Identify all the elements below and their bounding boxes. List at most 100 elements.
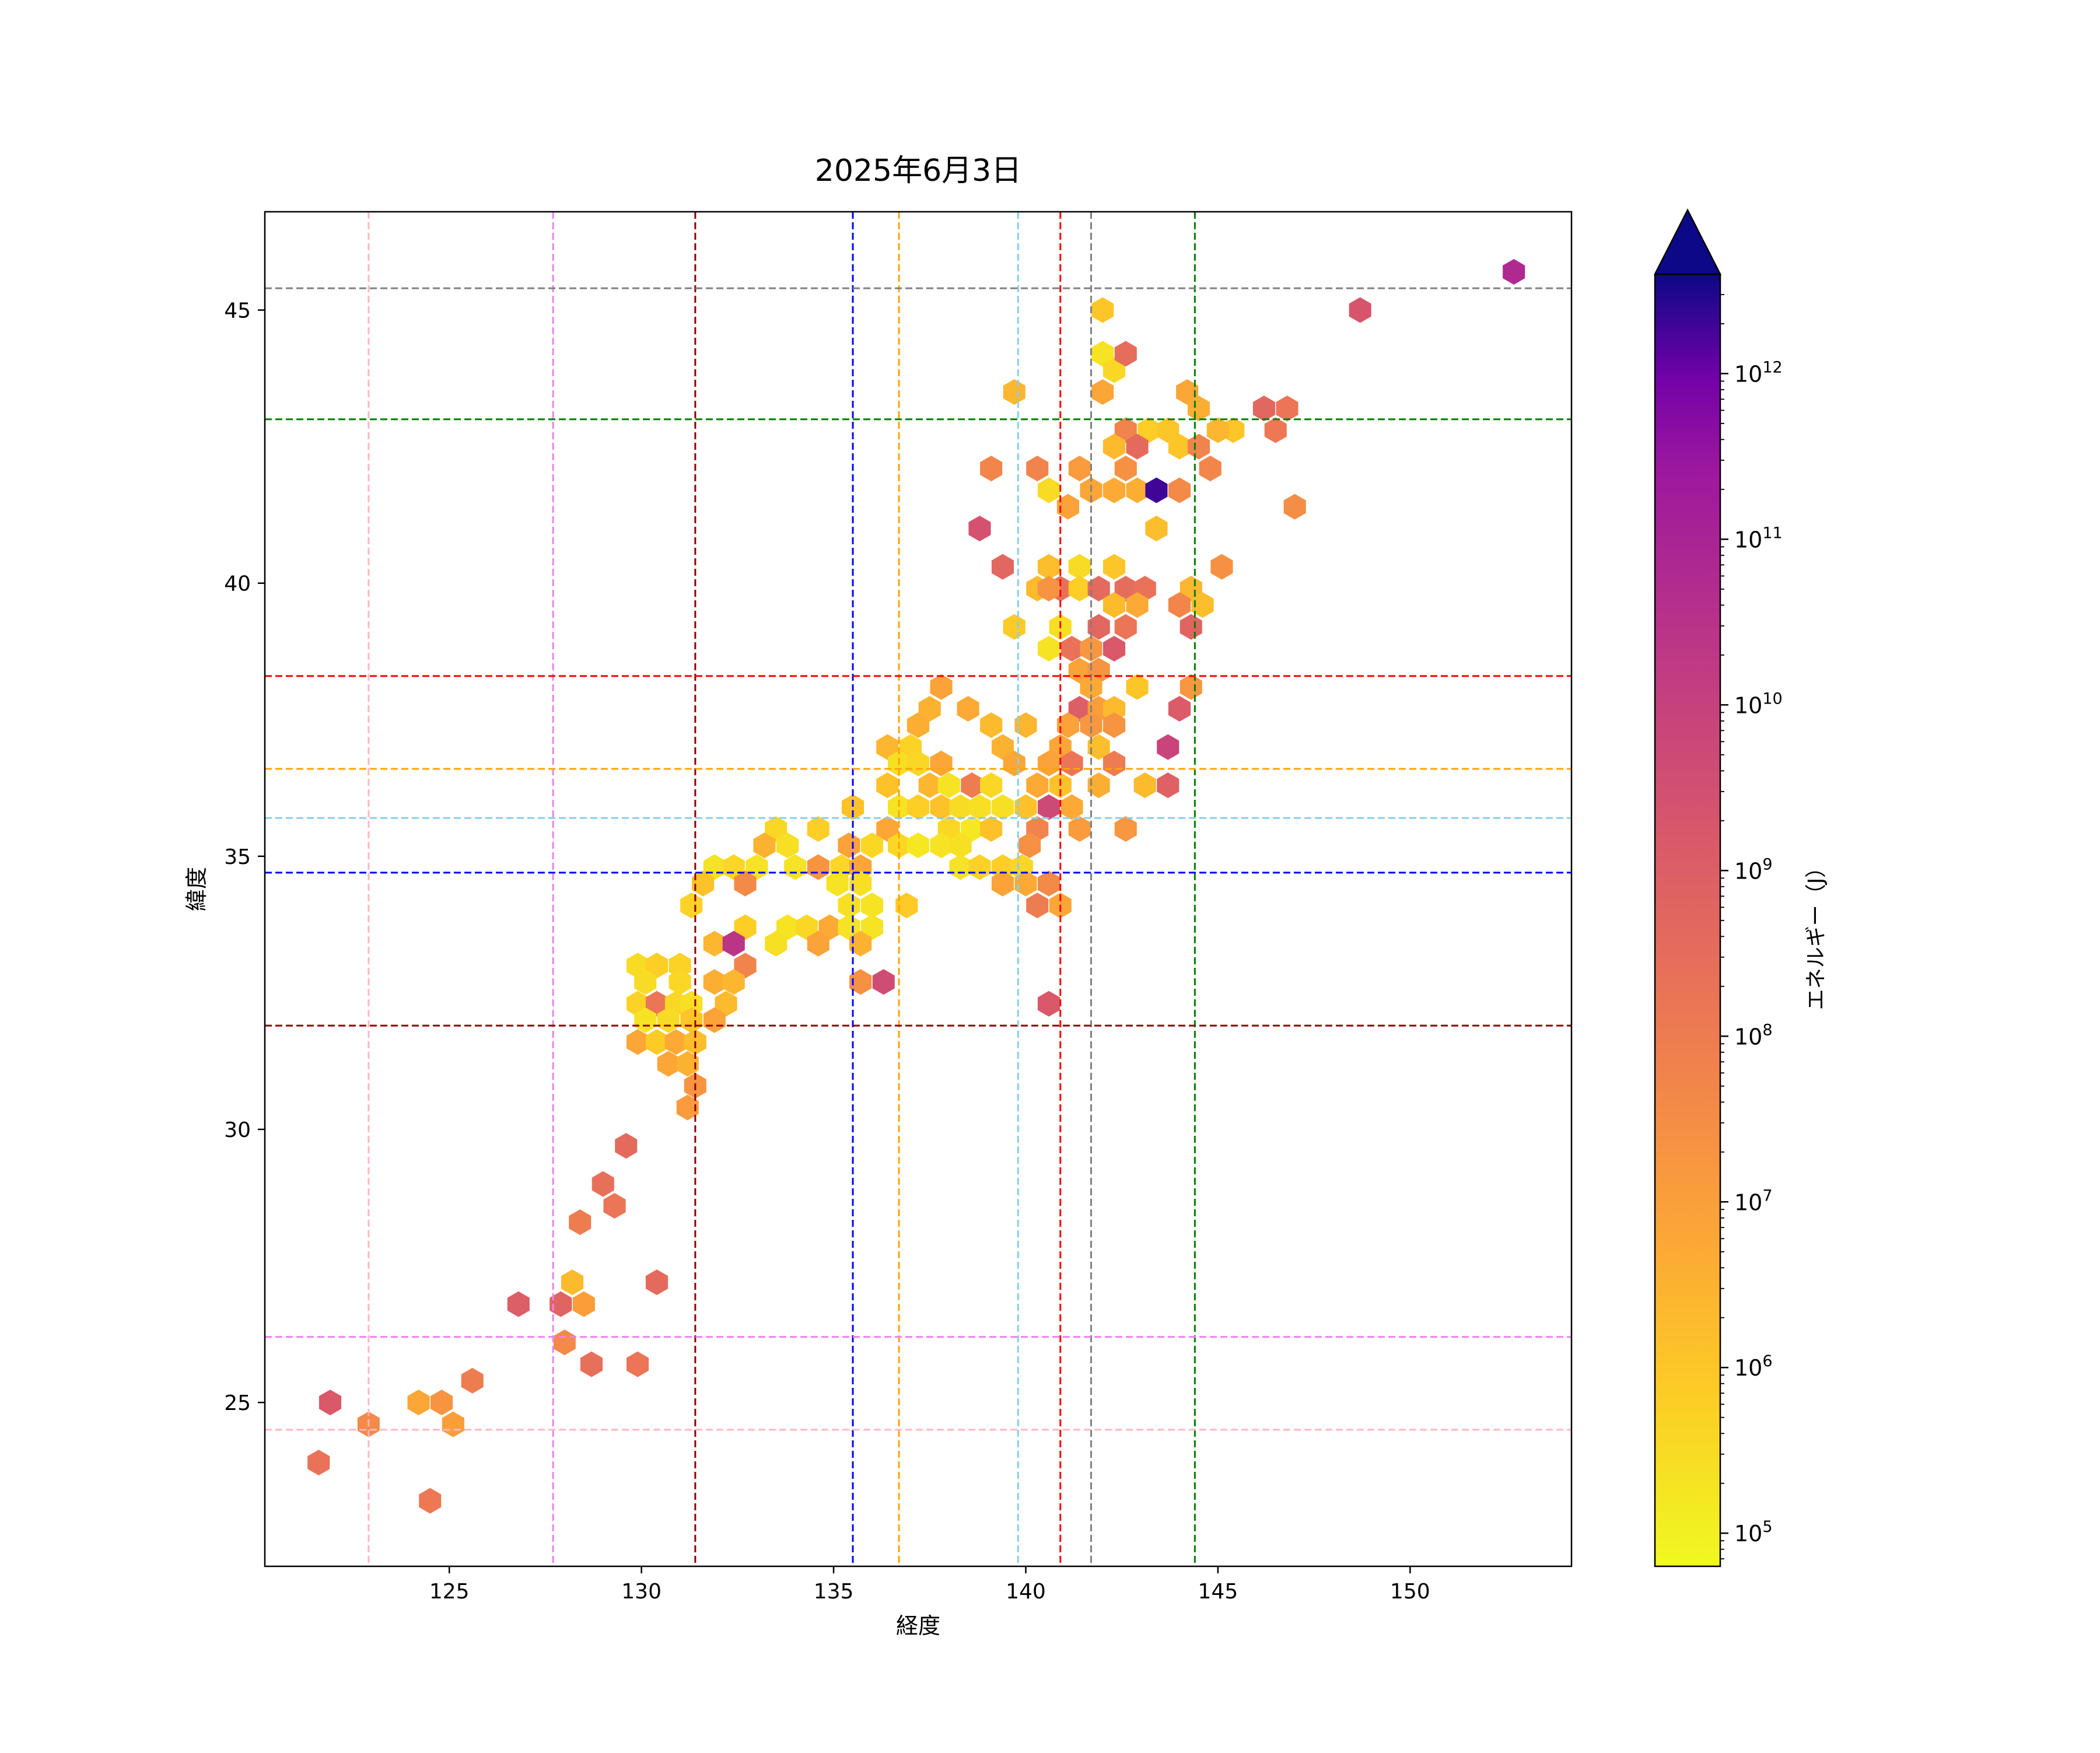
hexbin-cell — [1068, 576, 1091, 601]
hexbin-cell — [872, 969, 895, 995]
hexbin-cell — [1102, 433, 1126, 460]
hexbin-cell — [1187, 396, 1210, 422]
hexbin-cell — [703, 969, 726, 995]
hexbin-cell — [722, 854, 745, 880]
hexbin-cell — [680, 1007, 703, 1033]
hexbin-cell — [876, 816, 899, 842]
y-tick-label: 45 — [224, 299, 251, 323]
hexbin-cell — [1087, 772, 1110, 799]
hexbin-cell — [918, 772, 941, 799]
hexbin-cell — [572, 1291, 595, 1317]
hexbin-cell — [1126, 592, 1149, 618]
hexbin-cell — [1037, 576, 1060, 601]
hexbin-cell — [1087, 576, 1110, 601]
hexbin-cell — [615, 1133, 638, 1159]
colorbar-tick-label: 108 — [1734, 1021, 1773, 1049]
x-tick-label: 125 — [429, 1580, 470, 1604]
x-tick-label: 145 — [1198, 1580, 1238, 1604]
hexbin-cell — [930, 832, 953, 859]
hexbin-cell — [1060, 636, 1083, 662]
hexbin-cell — [1168, 696, 1191, 722]
hexbin-cell — [991, 734, 1014, 760]
hexbin-cell — [734, 870, 757, 897]
hexbin-cell — [1252, 396, 1275, 422]
hexbin-cell — [860, 832, 883, 859]
hexbin-cell — [1056, 712, 1079, 739]
hexbin-cell — [1114, 456, 1137, 482]
hexbin-cell — [918, 696, 941, 722]
hexbin-cell — [1157, 417, 1180, 443]
hexbin-cell — [849, 870, 872, 897]
hexbin-cell — [657, 1051, 680, 1077]
hexbin-cell — [645, 953, 668, 979]
y-axis-label: 緯度 — [184, 867, 209, 911]
hexbin-cell — [1014, 794, 1037, 820]
hexbin-cell — [442, 1411, 464, 1437]
hexbin-cell — [419, 1488, 442, 1514]
hexbin-cell — [795, 914, 818, 940]
hexbin-cell — [461, 1367, 484, 1394]
hexbin-cell — [1180, 576, 1202, 601]
hexbin-cell — [1145, 516, 1168, 541]
hexbin-cell — [907, 750, 930, 776]
hexbin-cell — [1138, 417, 1160, 443]
hexbin-cell — [746, 854, 768, 880]
hexbin-cell — [907, 712, 930, 739]
hexbin-cell — [1180, 674, 1202, 700]
hexbin-cell — [1037, 794, 1060, 820]
hexbin-cell — [991, 870, 1014, 897]
hexbin-cell — [1003, 614, 1026, 640]
hexbin-cell — [680, 893, 703, 919]
hexbin-cell — [550, 1291, 572, 1317]
hexbin-cell — [776, 832, 799, 859]
hexbin-cell — [1037, 870, 1060, 897]
hexbin-cell — [961, 816, 984, 842]
hexbin-cell — [1199, 456, 1222, 482]
hexbin-cell — [968, 854, 991, 880]
colorbar-ticks: 105 106 107 108 109 1010 1011 1012 — [1720, 293, 1783, 1560]
hexbin-cell — [1019, 832, 1041, 859]
hexbin-cell — [968, 516, 991, 541]
hexbin-cell — [657, 1007, 680, 1033]
hexbin-cell — [876, 734, 899, 760]
hexbin-cell — [1145, 477, 1168, 503]
reference-lines — [265, 212, 1572, 1566]
hexbin-cell — [680, 991, 703, 1017]
hexbin-cell — [722, 930, 745, 957]
hexbin-cell — [703, 930, 726, 957]
hexbin-cell — [1114, 614, 1137, 640]
hexbin-cell — [849, 930, 872, 957]
colorbar-tick-label: 105 — [1734, 1518, 1773, 1546]
hexbin-cell — [676, 1051, 699, 1077]
hexbin-cell — [765, 930, 788, 957]
hexbin-cell — [907, 794, 930, 820]
y-tick-label: 25 — [224, 1391, 251, 1415]
x-tick-label: 140 — [1006, 1580, 1046, 1604]
hexbin-cell — [592, 1171, 614, 1197]
hexbin-cell — [1102, 357, 1126, 383]
hexbin-cell — [1049, 734, 1072, 760]
hexbin-cell — [1102, 477, 1126, 503]
y-tick-label: 30 — [224, 1118, 251, 1142]
hexbin-cell — [407, 1390, 430, 1416]
hexbin-cell — [1264, 417, 1287, 443]
hexbin-cell — [1114, 417, 1137, 443]
hexbin-cell — [949, 794, 972, 820]
hexbin-cell — [722, 969, 745, 995]
hexbin-cell — [645, 1029, 668, 1055]
hexbin-cell — [1080, 712, 1102, 739]
hexbin-cell — [1126, 433, 1149, 460]
hexbin-cell — [1168, 433, 1191, 460]
hexbin-cell — [634, 969, 657, 995]
hexbin-cell — [1068, 696, 1091, 722]
hexbin-cell — [1187, 433, 1210, 460]
hexbin-cell — [860, 914, 883, 940]
hexbin-cell — [980, 712, 1003, 739]
hexbin-cell — [1003, 750, 1026, 776]
hexbin-cell — [1087, 734, 1110, 760]
hexbin-cell — [603, 1193, 626, 1219]
hexbin-cell — [1102, 636, 1126, 662]
hexbin-cell — [307, 1450, 330, 1476]
hexbin-cell — [1003, 379, 1026, 405]
hexbin-cell — [1026, 456, 1049, 482]
